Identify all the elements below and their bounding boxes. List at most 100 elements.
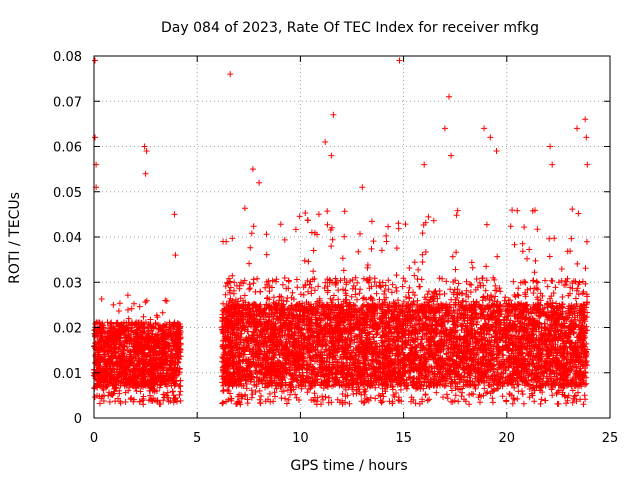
- data-point: [151, 375, 158, 382]
- data-point: [102, 337, 109, 344]
- data-point: [173, 378, 180, 385]
- data-point: [120, 332, 127, 339]
- data-point: [469, 264, 476, 271]
- data-point: [104, 334, 111, 340]
- data-point: [110, 339, 117, 346]
- data-point: [370, 238, 377, 245]
- data-point: [134, 331, 141, 338]
- data-point: [452, 266, 459, 273]
- data-point: [152, 340, 159, 347]
- data-point: [305, 258, 312, 265]
- data-point: [168, 333, 175, 340]
- data-point: [109, 392, 116, 398]
- data-point: [324, 208, 331, 215]
- data-point: [167, 330, 174, 337]
- data-point: [111, 373, 118, 380]
- data-point: [96, 345, 103, 352]
- data-point: [103, 368, 110, 375]
- data-point: [241, 292, 248, 299]
- data-point: [246, 260, 253, 267]
- data-point: [130, 383, 137, 389]
- data-point: [159, 309, 166, 316]
- data-point: [124, 292, 131, 299]
- data-point: [155, 363, 161, 369]
- data-point: [123, 375, 130, 382]
- data-point: [134, 373, 141, 380]
- data-point: [140, 401, 147, 408]
- data-point: [100, 398, 107, 404]
- data-point: [414, 276, 421, 283]
- data-point: [118, 341, 125, 348]
- data-point: [156, 401, 163, 408]
- data-point: [476, 279, 483, 286]
- data-point: [244, 400, 251, 407]
- data-point: [141, 371, 148, 378]
- data-point: [176, 336, 183, 343]
- data-point: [107, 357, 114, 364]
- data-point: [112, 349, 119, 356]
- data-point: [148, 361, 155, 368]
- data-point: [515, 285, 522, 292]
- data-point: [177, 388, 184, 395]
- data-point: [107, 322, 114, 329]
- data-point: [145, 349, 152, 356]
- data-point: [123, 337, 130, 344]
- data-point: [127, 355, 134, 362]
- data-point: [125, 379, 132, 386]
- data-point: [147, 336, 154, 343]
- data-point: [121, 338, 128, 345]
- data-point: [453, 249, 460, 256]
- data-point: [125, 315, 132, 322]
- data-point: [393, 284, 400, 291]
- data-point: [136, 357, 143, 363]
- data-point: [341, 233, 348, 240]
- data-point: [331, 292, 337, 299]
- data-point: [123, 367, 129, 374]
- data-point: [140, 395, 147, 402]
- data-point: [143, 334, 150, 340]
- data-point: [151, 356, 158, 363]
- data-point: [129, 378, 136, 385]
- data-point: [277, 221, 284, 228]
- data-point: [125, 360, 132, 367]
- data-point: [492, 293, 499, 300]
- data-point: [131, 300, 137, 307]
- data-point: [468, 259, 475, 266]
- data-point: [174, 340, 181, 347]
- data-point: [452, 392, 459, 399]
- data-point: [100, 351, 107, 358]
- data-point: [241, 205, 248, 212]
- data-point: [177, 383, 184, 390]
- data-point: [97, 379, 104, 386]
- data-point: [173, 347, 180, 354]
- data-point: [519, 391, 526, 398]
- data-point: [133, 343, 140, 350]
- data-point: [169, 352, 176, 358]
- data-point: [168, 361, 175, 368]
- data-point: [141, 360, 148, 367]
- data-point: [117, 366, 124, 373]
- data-point: [138, 370, 145, 377]
- data-point: [328, 243, 335, 250]
- data-point: [165, 342, 172, 349]
- data-point: [140, 313, 147, 320]
- data-point: [125, 306, 131, 313]
- data-point: [263, 251, 270, 258]
- data-point: [162, 297, 169, 304]
- data-point: [114, 338, 121, 345]
- data-point: [168, 336, 175, 343]
- data-point: [160, 346, 167, 353]
- data-point: [229, 272, 236, 279]
- data-point: [134, 350, 141, 357]
- data-point: [102, 383, 109, 390]
- data-point: [174, 398, 180, 405]
- data-point: [133, 379, 140, 386]
- data-point: [406, 284, 413, 291]
- data-point: [105, 392, 112, 399]
- data-point: [258, 393, 264, 399]
- data-point: [395, 397, 402, 403]
- data-point: [143, 297, 150, 304]
- data-point: [91, 394, 98, 401]
- data-point: [563, 278, 570, 285]
- data-point: [579, 290, 586, 297]
